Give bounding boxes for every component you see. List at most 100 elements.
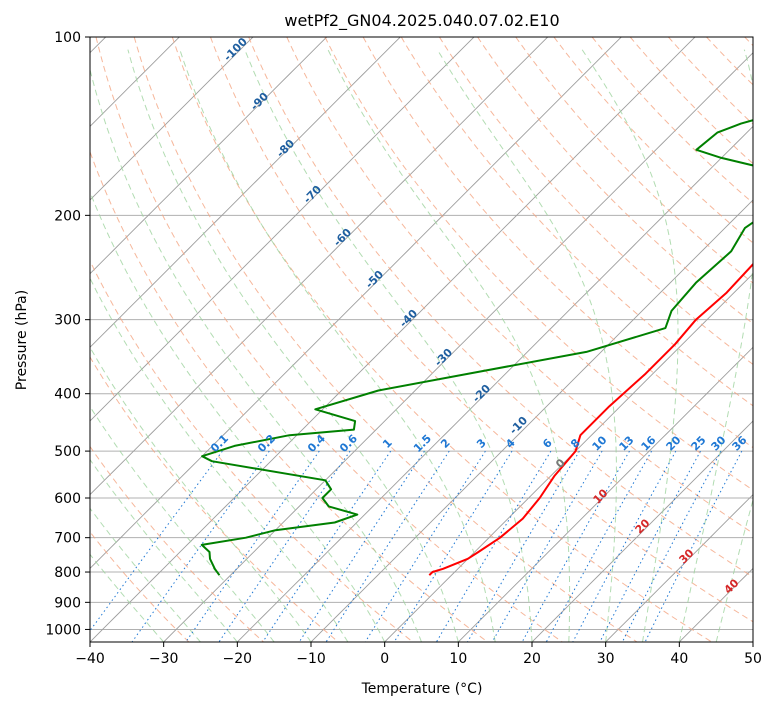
x-tick-label: 40 bbox=[670, 651, 688, 667]
moist-adiabat-line bbox=[90, 190, 386, 642]
y-tick-label: 500 bbox=[54, 444, 81, 460]
moist-adiabat-line bbox=[90, 507, 201, 642]
plot-area: 0.1 0.2 0.4 0.6 1 1.5 2 3 4 6 8 10 13 16 20 25 30 36-100-… bbox=[90, 37, 753, 642]
dry-adiabat-lines bbox=[90, 37, 753, 642]
moist-adiabat-label: 10 bbox=[591, 486, 611, 506]
x-tick-label: −30 bbox=[149, 651, 179, 667]
dry-adiabat-line bbox=[286, 37, 753, 534]
x-axis-ticks: −40 −30 −20 −10 0 10 20 30 40 50 bbox=[75, 642, 762, 667]
x-tick-label: 20 bbox=[523, 651, 541, 667]
dry-adiabat-line bbox=[706, 37, 753, 86]
mixing-ratio-lines bbox=[90, 450, 743, 642]
dry-adiabat-label: -20 bbox=[470, 382, 493, 405]
dry-adiabat-line bbox=[90, 445, 264, 642]
moist-adiabat-line bbox=[90, 67, 422, 642]
moist-adiabat-line bbox=[127, 49, 459, 642]
y-tick-label: 400 bbox=[54, 387, 81, 403]
isotherm-line bbox=[90, 37, 622, 570]
sounding-profiles bbox=[200, 119, 753, 576]
y-axis-label: Pressure (hPa) bbox=[14, 290, 30, 390]
dry-adiabat-line bbox=[400, 37, 753, 407]
moist-adiabat-label: 20 bbox=[633, 516, 653, 536]
y-tick-label: 1000 bbox=[45, 622, 81, 638]
moist-adiabat-line bbox=[90, 553, 165, 642]
mixing-ratio-line bbox=[491, 450, 603, 642]
isotherm-line bbox=[531, 420, 753, 642]
dry-adiabat-label: -40 bbox=[397, 307, 420, 330]
mixing-ratio-label: 16 bbox=[639, 433, 659, 453]
mixing-ratio-label: 4 bbox=[503, 436, 518, 451]
dry-adiabat-line bbox=[90, 150, 488, 642]
dry-adiabat-line bbox=[438, 37, 753, 365]
mixing-ratio-label: 25 bbox=[689, 434, 709, 454]
moist-adiabat-line bbox=[327, 49, 571, 642]
mixing-ratio-line bbox=[521, 450, 630, 642]
isotherm-line bbox=[752, 641, 753, 642]
isotherm-line bbox=[90, 37, 475, 422]
moist-adiabat-label: 40 bbox=[722, 576, 742, 596]
moist-adiabat-line bbox=[244, 49, 533, 642]
dry-adiabat-line bbox=[95, 37, 563, 642]
mixing-ratio-line bbox=[435, 450, 552, 642]
mixing-ratio-line bbox=[131, 450, 270, 642]
y-tick-label: 800 bbox=[54, 565, 81, 581]
mixing-ratio-line bbox=[621, 450, 722, 642]
moist-adiabat-line bbox=[90, 277, 349, 642]
mixing-ratio-label: 13 bbox=[617, 434, 637, 454]
dry-adiabat-line bbox=[248, 37, 753, 578]
isotherm-line bbox=[605, 493, 753, 642]
y-tick-label: 200 bbox=[54, 208, 81, 224]
mixing-ratio-line bbox=[644, 450, 743, 642]
isotherm-line bbox=[678, 567, 753, 642]
dry-adiabat-label: -10 bbox=[507, 414, 530, 437]
mixing-ratio-line bbox=[572, 450, 677, 642]
mixing-ratio-label: 36 bbox=[730, 433, 750, 453]
mixing-ratio-line bbox=[364, 450, 486, 642]
mixing-ratio-label: 30 bbox=[709, 433, 729, 453]
isotherm-line bbox=[90, 37, 401, 348]
dry-adiabat-label: -50 bbox=[363, 268, 386, 291]
dry-adiabat-line bbox=[744, 37, 753, 47]
x-axis-label: Temperature (°C) bbox=[361, 681, 483, 697]
temperature-profile bbox=[428, 262, 753, 576]
isotherm-line bbox=[90, 37, 549, 496]
moist-adiabat-line bbox=[90, 346, 312, 642]
isotherm-line bbox=[90, 37, 696, 642]
moist-adiabat-line bbox=[581, 49, 679, 642]
moist-adiabat-line bbox=[90, 458, 238, 642]
chart-title: wetPf2_GN04.2025.040.07.02.E10 bbox=[284, 11, 559, 31]
mixing-ratio-label: 20 bbox=[664, 433, 684, 453]
x-tick-label: 10 bbox=[449, 651, 467, 667]
dry-adiabat-label: -60 bbox=[331, 226, 354, 249]
line-labels: 0.1 0.2 0.4 0.6 1 1.5 2 3 4 6 8 10 13 16 20 25 30 36-100-… bbox=[208, 37, 750, 597]
isotherm-line bbox=[384, 273, 753, 642]
mixing-ratio-line bbox=[545, 450, 653, 642]
x-tick-label: 0 bbox=[380, 651, 389, 667]
dry-adiabat-label: -30 bbox=[432, 346, 455, 369]
y-tick-label: 700 bbox=[54, 531, 81, 547]
isotherm-line bbox=[310, 199, 753, 642]
mixing-ratio-label: 2 bbox=[438, 436, 453, 451]
mixing-ratio-line bbox=[325, 450, 450, 642]
mixing-ratio-label: 3 bbox=[474, 436, 489, 451]
x-tick-label: −20 bbox=[223, 651, 253, 667]
dry-adiabat-line bbox=[90, 531, 190, 642]
mixing-ratio-line bbox=[218, 450, 351, 642]
x-tick-label: −40 bbox=[75, 651, 105, 667]
dry-adiabat-line bbox=[553, 37, 753, 244]
moist-adiabat-lines bbox=[90, 49, 753, 642]
mixing-ratio-line bbox=[262, 450, 392, 642]
dry-adiabat-line bbox=[210, 37, 753, 623]
dewpoint-profile bbox=[200, 119, 753, 576]
x-tick-label: 50 bbox=[744, 651, 762, 667]
moist-adiabat-label: 30 bbox=[677, 546, 697, 566]
isotherm-line bbox=[236, 125, 753, 642]
x-tick-label: −10 bbox=[296, 651, 326, 667]
isotherm-line bbox=[457, 346, 753, 642]
y-tick-label: 600 bbox=[54, 491, 81, 507]
mixing-ratio-line bbox=[467, 450, 580, 642]
mixing-ratio-line bbox=[90, 450, 223, 632]
moist-adiabat-line bbox=[715, 498, 753, 642]
moist-adiabat-line bbox=[90, 405, 275, 642]
